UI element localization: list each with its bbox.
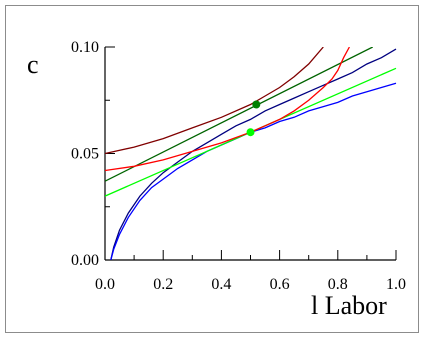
x-tick-label: 1.0 xyxy=(386,276,406,293)
series-line-2 xyxy=(110,82,397,260)
x-tick-label: 0.4 xyxy=(211,276,231,293)
equilibrium-point-2 xyxy=(246,128,255,137)
y-tick-label: 0.00 xyxy=(71,252,99,269)
x-tick-label: 0.0 xyxy=(95,276,115,293)
y-tick-label: 0.05 xyxy=(71,146,99,163)
markers xyxy=(246,100,261,137)
series-line-6 xyxy=(105,47,350,172)
x-axis-label: l Labor xyxy=(311,291,387,320)
plot-frame xyxy=(5,5,419,333)
y-tick-label: 0.10 xyxy=(71,39,99,56)
series-line-3 xyxy=(105,47,373,182)
equilibrium-point-1 xyxy=(252,100,261,109)
axes xyxy=(104,46,397,261)
y-axis-label: c xyxy=(27,50,39,79)
labels: 0.00 0.05 0.10 0.0 0.2 0.4 0.6 0.8 1.0 xyxy=(71,39,406,293)
x-tick-label: 0.6 xyxy=(270,276,290,293)
series-line-1 xyxy=(110,48,397,260)
x-tick-label: 0.2 xyxy=(153,276,173,293)
x-tick-label: 0.8 xyxy=(328,276,348,293)
curves xyxy=(105,47,397,260)
series-line-5 xyxy=(105,47,324,155)
